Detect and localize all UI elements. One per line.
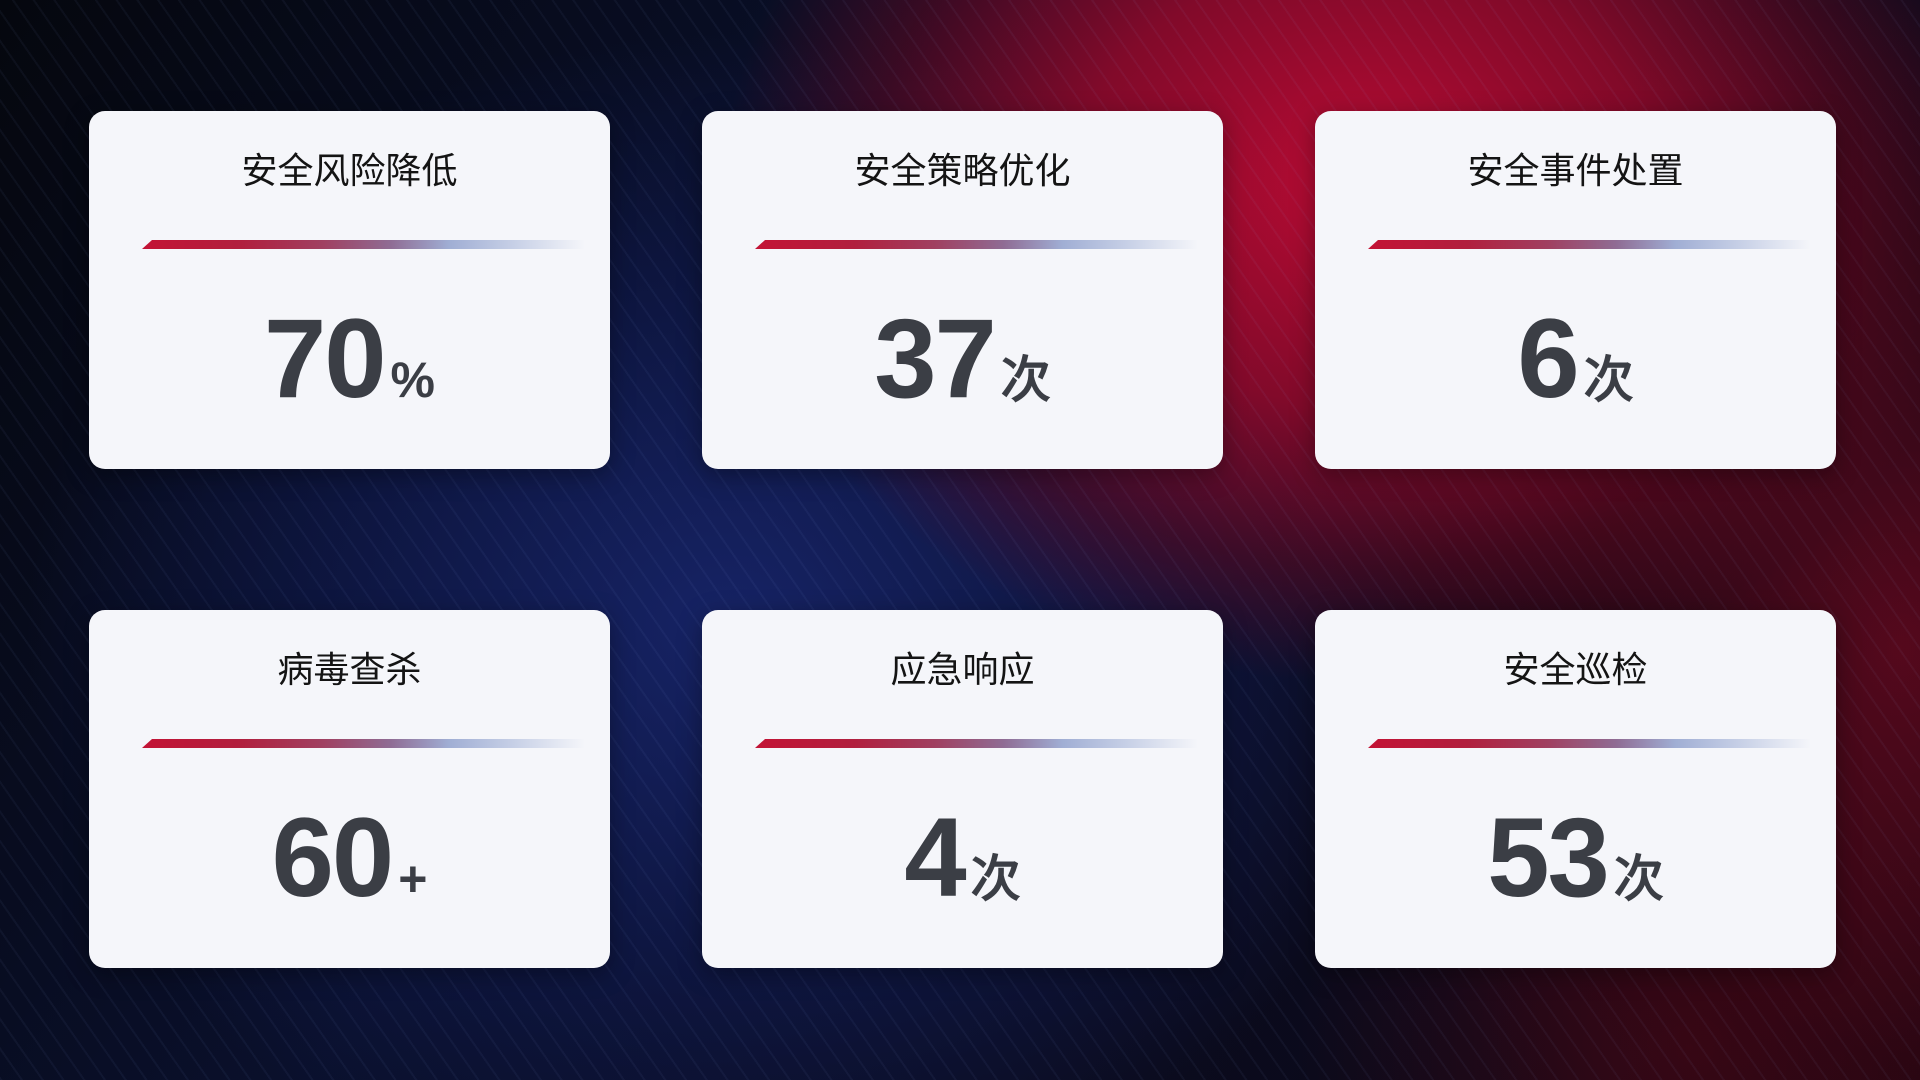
gradient-divider — [142, 739, 594, 748]
stat-value-unit: % — [390, 352, 436, 408]
stat-value-unit: 次 — [970, 851, 1021, 907]
stat-value-number: 37 — [874, 296, 997, 421]
stat-value-number: 4 — [904, 795, 966, 920]
stat-card-title: 安全事件处置 — [1467, 150, 1684, 191]
stat-card-incident-handling: 安全事件处置 6 次 — [1315, 111, 1836, 469]
stat-value-number: 60 — [271, 795, 395, 920]
stat-card-virus-scan: 病毒查杀 60 + — [89, 610, 610, 968]
stat-card-title: 病毒查杀 — [277, 649, 422, 690]
stat-card-emergency-response: 应急响应 4 次 — [702, 610, 1223, 968]
stat-value: 53 次 — [1315, 802, 1836, 914]
stat-value: 60 + — [89, 802, 610, 914]
stat-value-number: 53 — [1487, 795, 1610, 920]
stat-card-risk-reduction: 安全风险降低 70 % — [89, 111, 610, 469]
gradient-divider — [1368, 240, 1820, 249]
stat-card-title: 安全风险降低 — [241, 150, 458, 191]
gradient-divider — [1368, 739, 1820, 748]
stat-card-policy-optimization: 安全策略优化 37 次 — [702, 111, 1223, 469]
stat-value-unit: 次 — [1613, 851, 1664, 907]
stat-value-unit: + — [398, 851, 428, 907]
stat-value-number: 70 — [263, 296, 387, 421]
stat-value: 37 次 — [702, 303, 1223, 415]
stat-value-unit: 次 — [1000, 352, 1051, 408]
stat-card-title: 安全策略优化 — [854, 150, 1071, 191]
stat-card-title: 应急响应 — [890, 649, 1035, 690]
stat-card-title: 安全巡检 — [1503, 649, 1648, 690]
gradient-divider — [142, 240, 594, 249]
stat-card-security-inspection: 安全巡检 53 次 — [1315, 610, 1836, 968]
stat-value-number: 6 — [1517, 296, 1579, 421]
stat-value: 6 次 — [1315, 303, 1836, 415]
stat-value: 70 % — [89, 303, 610, 415]
stat-card-grid: 安全风险降低 70 % 安全策略优化 37 次 安全事件处置 6 次 病毒查杀 … — [89, 111, 1836, 968]
gradient-divider — [755, 739, 1207, 748]
gradient-divider — [755, 240, 1207, 249]
stat-value-unit: 次 — [1583, 352, 1634, 408]
stat-value: 4 次 — [702, 802, 1223, 914]
